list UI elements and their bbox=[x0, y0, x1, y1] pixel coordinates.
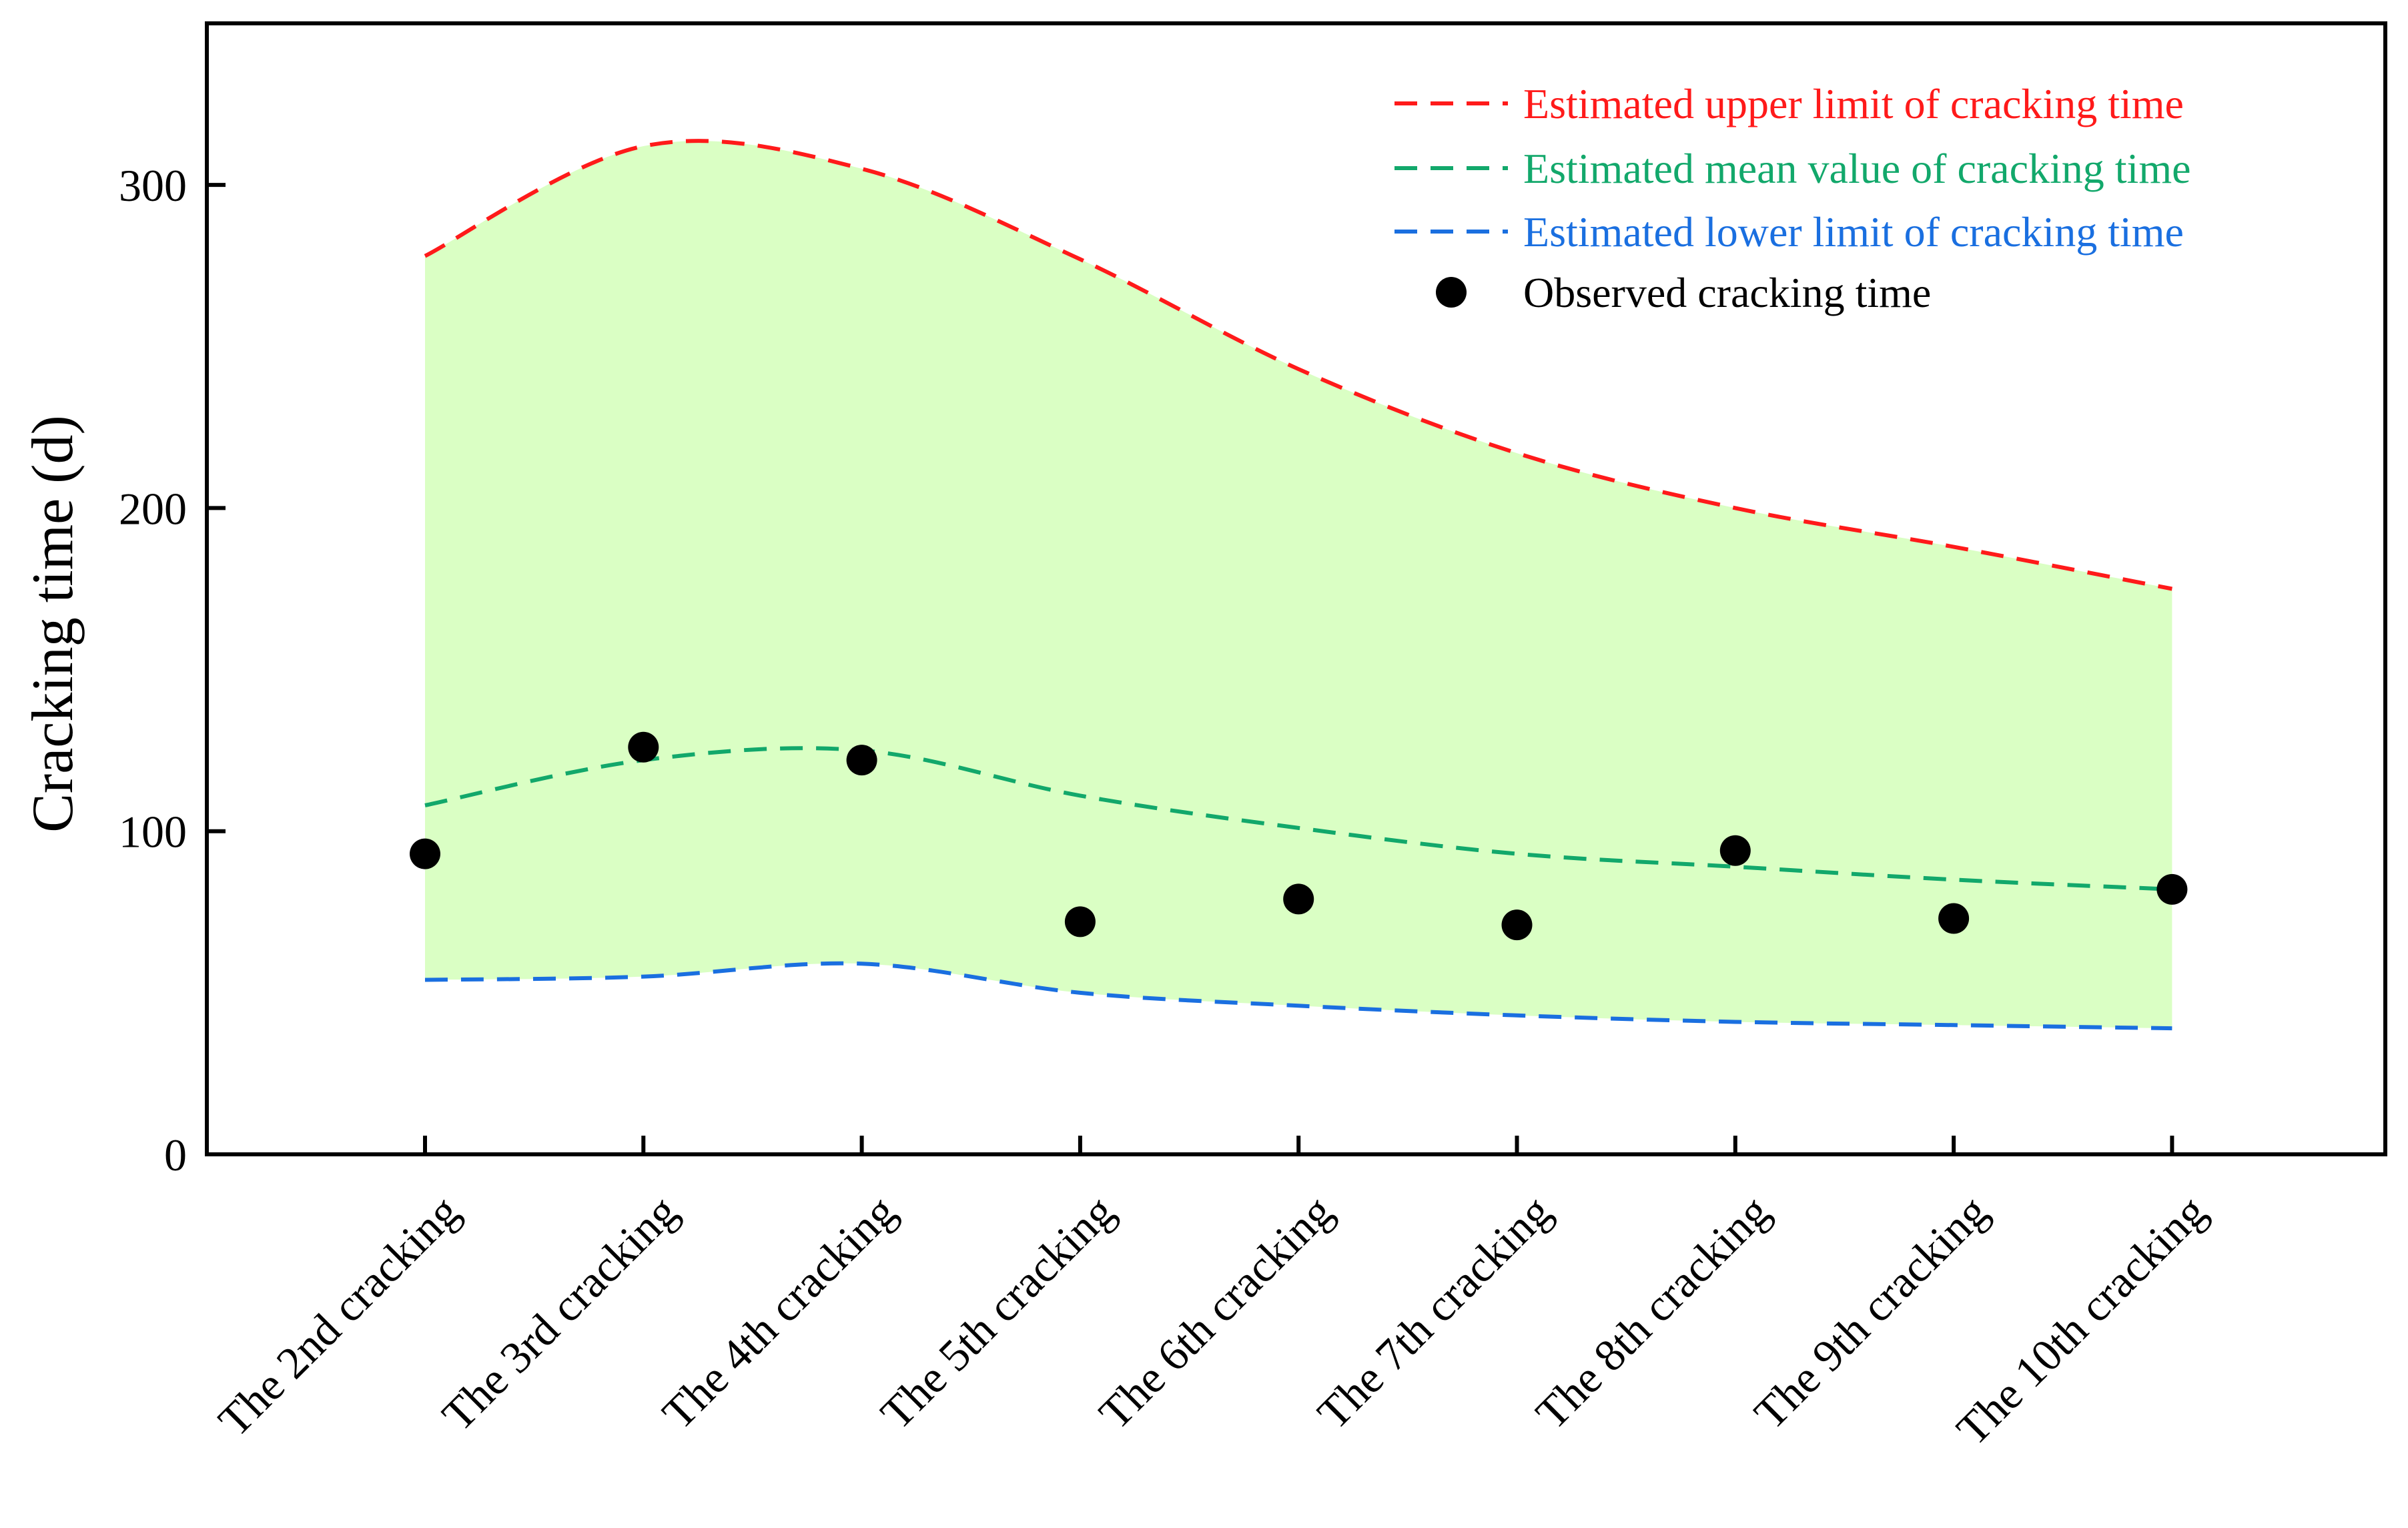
observed-point bbox=[1501, 909, 1533, 941]
lower-limit-line bbox=[424, 961, 2172, 1031]
observed-point bbox=[2156, 873, 2188, 905]
legend-observed: Observed cracking time bbox=[1436, 269, 1931, 316]
range-band-layer bbox=[425, 141, 2172, 1029]
upper-limit-line bbox=[424, 139, 2172, 591]
range-band bbox=[425, 141, 2172, 1029]
observed-point bbox=[1719, 835, 1751, 866]
y-tick-label: 100 bbox=[119, 807, 187, 857]
series-lines-layer bbox=[424, 139, 2172, 1031]
plot-frame bbox=[205, 21, 2387, 1156]
y-tick-label: 0 bbox=[164, 1130, 187, 1180]
legend-marker-swatch bbox=[1436, 277, 1467, 308]
legend-label: Estimated upper limit of cracking time bbox=[1523, 80, 2184, 127]
observed-point bbox=[1064, 906, 1096, 937]
legend-mean-value: Estimated mean value of cracking time bbox=[1394, 145, 2191, 192]
y-tick-label: 300 bbox=[119, 160, 187, 211]
y-tick-label: 200 bbox=[119, 483, 187, 534]
y-axis: 0 100 200 300 bbox=[119, 160, 226, 1180]
legend-label: Estimated lower limit of cracking time bbox=[1523, 208, 2184, 256]
legend: Estimated upper limit of cracking time Es… bbox=[1394, 80, 2191, 316]
observed-point bbox=[628, 731, 659, 763]
legend-upper-limit: Estimated upper limit of cracking time bbox=[1394, 80, 2184, 127]
observed-point bbox=[846, 745, 877, 776]
observed-point bbox=[1283, 883, 1314, 915]
legend-label: Estimated mean value of cracking time bbox=[1523, 145, 2191, 192]
mean-value-line bbox=[424, 746, 2172, 891]
legend-label: Observed cracking time bbox=[1523, 269, 1931, 316]
y-axis-title: Cracking time (d) bbox=[21, 415, 85, 833]
observed-markers-layer bbox=[410, 731, 2188, 941]
observed-point bbox=[1938, 903, 1970, 934]
legend-lower-limit: Estimated lower limit of cracking time bbox=[1394, 208, 2184, 256]
observed-point bbox=[410, 838, 440, 869]
